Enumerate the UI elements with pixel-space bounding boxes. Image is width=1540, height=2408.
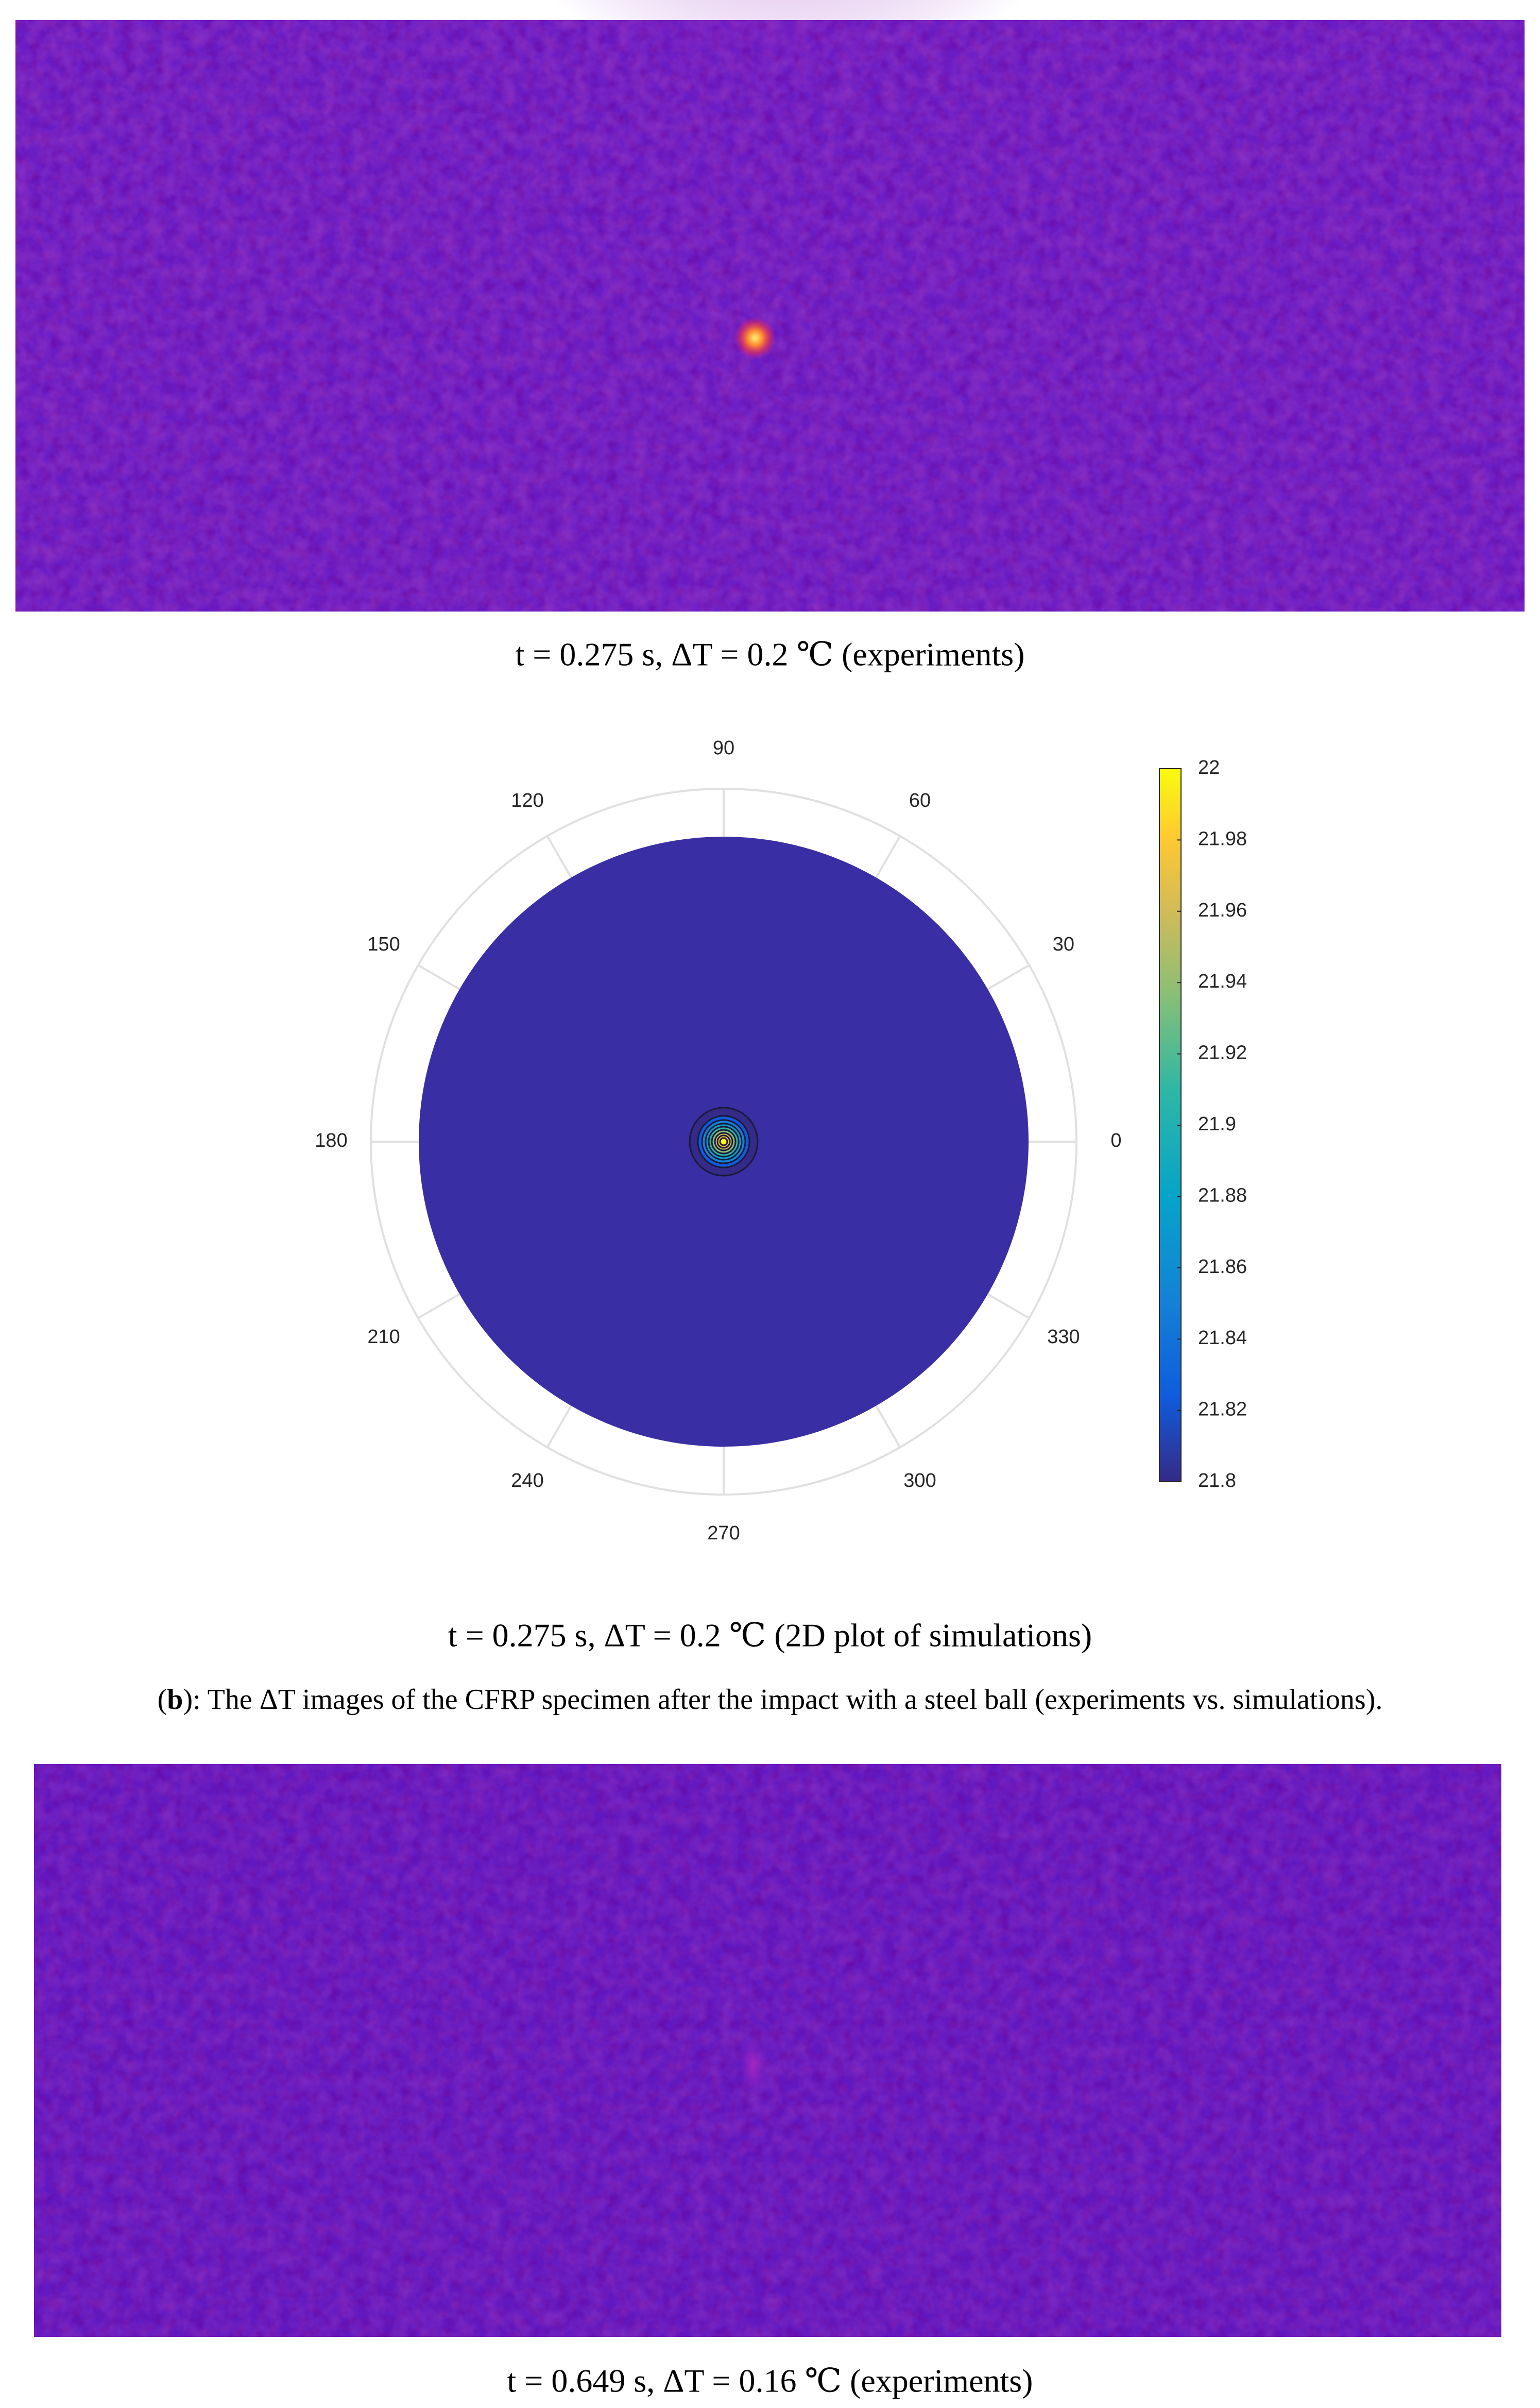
contour-ring	[719, 1137, 728, 1146]
theta-tick-label: 0	[1110, 1130, 1121, 1151]
theta-grid-line	[875, 835, 901, 878]
theta-tick-label: 240	[511, 1470, 543, 1491]
colorbar-tick-label: 21.94	[1198, 971, 1247, 992]
theta-tick-label: 120	[511, 790, 543, 811]
plot-caption: t = 0.275 s, ΔT = 0.2 ℃ (2D plot of simu…	[448, 1617, 1092, 1654]
theta-grid-line	[987, 964, 1030, 990]
theta-grid-line	[417, 964, 460, 990]
theta-tick-label: 30	[1053, 934, 1074, 955]
colorbar-tick-label: 21.84	[1198, 1327, 1247, 1349]
theta-grid-line	[417, 1293, 460, 1319]
colorbar-tick-label: 21.98	[1198, 828, 1247, 850]
theta-tick-label: 180	[315, 1130, 347, 1151]
figure-caption: (b): The ΔT images of the CFRP specimen …	[158, 1684, 1383, 1716]
theta-grid-line	[546, 1405, 572, 1448]
caption-open: (	[158, 1684, 167, 1716]
colorbar-axis: 21.8 21.82 21.84 21.86 21.88 21.9 21.92 21.94 21…	[1177, 757, 1247, 1491]
colorbar-tick-label: 21.96	[1198, 900, 1247, 921]
thermal-image-1	[15, 0, 1525, 612]
colorbar-tick-label: 21.88	[1198, 1184, 1247, 1206]
image-caption: t = 0.275 s, ΔT = 0.2 ℃ (experiments)	[516, 636, 1025, 673]
caption-text: ): The ΔT images of the CFRP specimen af…	[183, 1684, 1382, 1716]
theta-tick-label: 330	[1047, 1326, 1080, 1348]
colorbar-tick-label: 21.9	[1198, 1113, 1236, 1135]
theta-tick-label: 90	[713, 737, 734, 759]
image-caption: t = 0.649 s, ΔT = 0.16 ℃ (experiments)	[507, 2363, 1033, 2399]
theta-grid-line	[875, 1405, 901, 1448]
colorbar-tick-label: 21.82	[1198, 1399, 1247, 1420]
theta-tick-label: 150	[367, 934, 400, 955]
theta-grid-line	[546, 835, 572, 878]
colorbar-tick-label: 21.86	[1198, 1256, 1247, 1278]
caption-label: b	[167, 1684, 183, 1716]
thermal-image-2	[34, 1764, 1501, 2337]
theta-tick-label: 60	[909, 790, 931, 811]
theta-grid-line	[987, 1293, 1030, 1319]
colorbar-tick-label: 21.92	[1198, 1042, 1247, 1064]
theta-tick-label: 270	[707, 1522, 740, 1544]
theta-tick-label: 210	[367, 1326, 400, 1348]
colorbar-tick-label: 21.8	[1198, 1470, 1236, 1491]
colorbar	[1159, 768, 1182, 1482]
colorbar-tick-label: 22	[1198, 757, 1220, 778]
polar-plot: 0 30 60 90 120 150 180 210 240 270 300 330	[315, 737, 1121, 1544]
theta-tick-label: 300	[903, 1470, 936, 1491]
